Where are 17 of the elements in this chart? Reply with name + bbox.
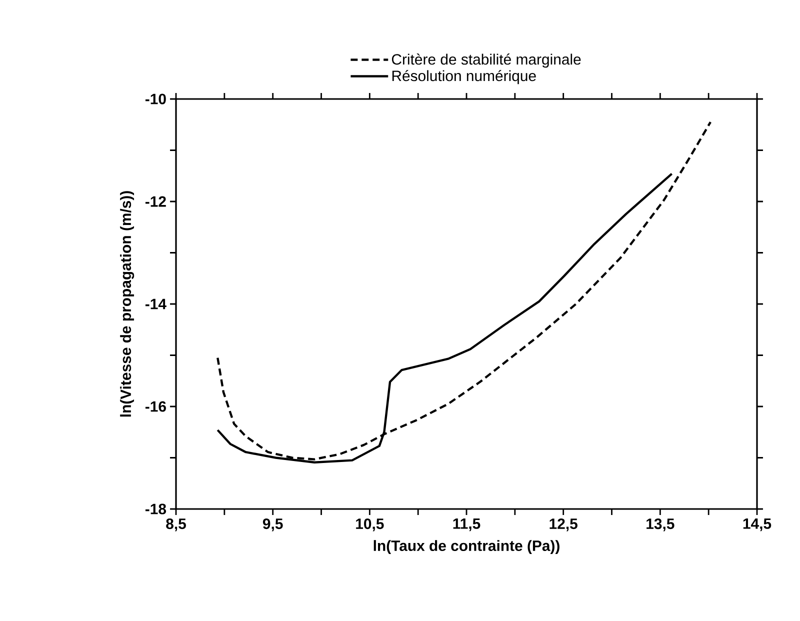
- x-tick-label: 10,5: [356, 518, 384, 532]
- y-tick-label: -14: [145, 298, 166, 310]
- y-tick-label: -18: [145, 504, 166, 514]
- x-tick-label: 14,5: [743, 518, 772, 532]
- y-tick-label: -12: [145, 196, 166, 207]
- x-tick-label: 8,5: [166, 518, 186, 532]
- y-axis-title: ln(Vitesse de propagation (m/s)): [120, 191, 134, 417]
- x-tick-label: 9,5: [262, 518, 283, 532]
- x-tick-label: 13,5: [646, 518, 674, 532]
- y-tick-label: -10: [145, 94, 166, 104]
- x-axis-title: ln(Taux de contrainte (Pa)): [374, 540, 560, 554]
- y-tick-label: -16: [145, 401, 166, 412]
- legend-label: Critère de stabilité marginale: [392, 54, 581, 68]
- x-tick-label: 12,5: [550, 518, 578, 532]
- x-tick-label: 11,5: [453, 518, 480, 532]
- legend-label: Résolution numérique: [392, 70, 536, 84]
- line-series: [216, 120, 712, 460]
